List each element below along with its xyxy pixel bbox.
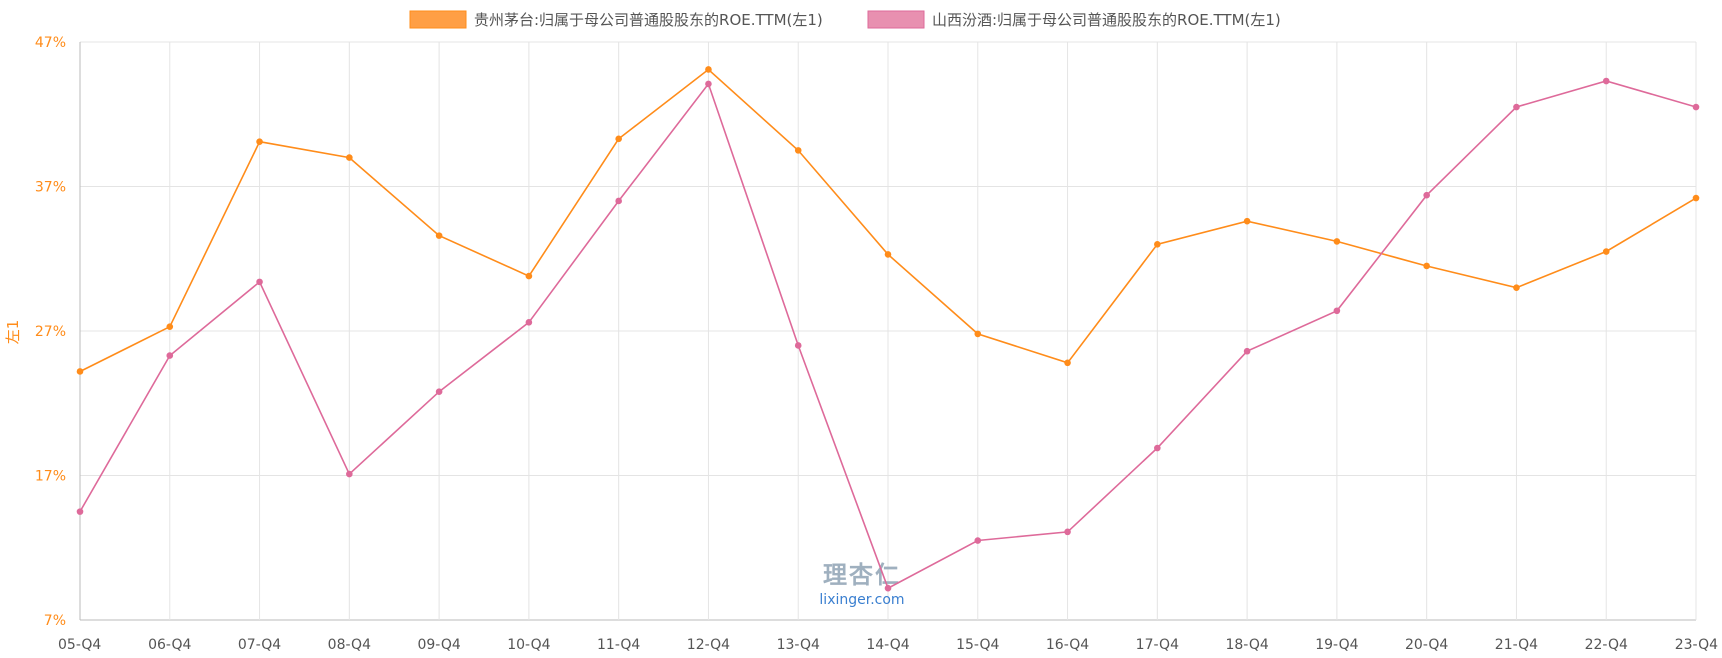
grid: [79, 41, 1697, 621]
data-point[interactable]: [1154, 241, 1161, 248]
data-point[interactable]: [1333, 307, 1341, 315]
x-tick-label: 18-Q4: [1225, 637, 1268, 653]
data-point[interactable]: [884, 584, 892, 592]
data-point[interactable]: [794, 147, 802, 154]
x-tick-label: 07-Q4: [238, 637, 281, 653]
data-point[interactable]: [1243, 347, 1251, 355]
data-point[interactable]: [1154, 444, 1161, 452]
x-tick-label: 05-Q4: [58, 637, 101, 653]
y-tick-label: 27%: [35, 324, 66, 340]
x-tick-label: 17-Q4: [1136, 637, 1179, 653]
watermark-logo: 理杏仁: [823, 561, 901, 589]
data-point[interactable]: [166, 323, 174, 330]
data-point[interactable]: [76, 508, 84, 515]
data-point[interactable]: [435, 232, 443, 239]
data-point[interactable]: [435, 388, 443, 395]
data-point[interactable]: [974, 330, 982, 338]
x-tick-label: 22-Q4: [1585, 637, 1628, 653]
data-point[interactable]: [1602, 248, 1610, 255]
data-point[interactable]: [256, 138, 263, 146]
axes: 47% 37% 27% 17% 7% 05-Q4 06-Q4 07-Q4 08-Q4 09-Q4 1…: [35, 35, 1718, 653]
data-point[interactable]: [884, 251, 892, 258]
data-point[interactable]: [1243, 217, 1251, 225]
data-point[interactable]: [1423, 191, 1430, 199]
x-tick-label: 15-Q4: [956, 637, 999, 653]
data-point[interactable]: [1064, 359, 1071, 367]
data-point[interactable]: [705, 66, 712, 73]
legend-item-1[interactable]: 贵州茅台:归属于母公司普通股股东的ROE.TTM(左1): [409, 10, 823, 29]
data-point[interactable]: [1692, 194, 1700, 202]
y-tick-label: 47%: [35, 35, 66, 51]
legend-swatch: [409, 10, 467, 29]
x-tick-label: 19-Q4: [1315, 637, 1358, 653]
x-tick-label: 10-Q4: [507, 637, 550, 653]
data-point[interactable]: [1333, 238, 1341, 245]
data-point[interactable]: [346, 154, 353, 161]
x-tick-label: 20-Q4: [1405, 637, 1448, 653]
legend[interactable]: 贵州茅台:归属于母公司普通股股东的ROE.TTM(左1) 山西汾酒:归属于母公司普…: [409, 10, 1281, 29]
x-tick-label: 11-Q4: [597, 637, 640, 653]
x-tick-label: 21-Q4: [1495, 637, 1538, 653]
legend-label: 山西汾酒:归属于母公司普通股股东的ROE.TTM(左1): [932, 11, 1281, 29]
data-point[interactable]: [1602, 77, 1610, 85]
data-point[interactable]: [794, 342, 802, 349]
data-point[interactable]: [615, 197, 622, 205]
x-tick-label: 08-Q4: [328, 637, 371, 653]
data-point[interactable]: [615, 135, 622, 143]
data-point[interactable]: [256, 278, 263, 286]
x-tick-label: 12-Q4: [687, 637, 730, 653]
series-1: [76, 66, 1700, 375]
watermark-url: lixinger.com: [819, 592, 904, 608]
data-point[interactable]: [1692, 103, 1700, 111]
x-tick-label: 14-Q4: [866, 637, 909, 653]
y-tick-label: 37%: [35, 180, 66, 196]
y-tick-label: 7%: [44, 613, 66, 629]
data-point[interactable]: [705, 80, 712, 88]
legend-swatch: [867, 10, 925, 29]
series-2: [76, 77, 1700, 592]
x-tick-label: 13-Q4: [777, 637, 820, 653]
x-tick-label: 16-Q4: [1046, 637, 1089, 653]
series: [76, 66, 1700, 592]
legend-label: 贵州茅台:归属于母公司普通股股东的ROE.TTM(左1): [474, 11, 823, 29]
data-point[interactable]: [1513, 284, 1520, 291]
x-tick-label: 09-Q4: [417, 637, 460, 653]
data-point[interactable]: [76, 368, 84, 375]
watermark: 理杏仁 lixinger.com: [819, 561, 904, 608]
data-point[interactable]: [1064, 528, 1071, 536]
y-tick-label: 17%: [35, 469, 66, 485]
data-point[interactable]: [1513, 103, 1520, 111]
data-point[interactable]: [1423, 262, 1430, 270]
data-point[interactable]: [525, 319, 533, 326]
x-tick-label: 06-Q4: [148, 637, 191, 653]
x-tick-label: 23-Q4: [1675, 637, 1718, 653]
data-point[interactable]: [974, 537, 982, 544]
legend-item-2[interactable]: 山西汾酒:归属于母公司普通股股东的ROE.TTM(左1): [867, 10, 1281, 29]
data-point[interactable]: [346, 470, 353, 478]
data-point[interactable]: [166, 352, 174, 359]
y-axis-label: 左1: [4, 320, 22, 345]
data-point[interactable]: [525, 272, 533, 280]
